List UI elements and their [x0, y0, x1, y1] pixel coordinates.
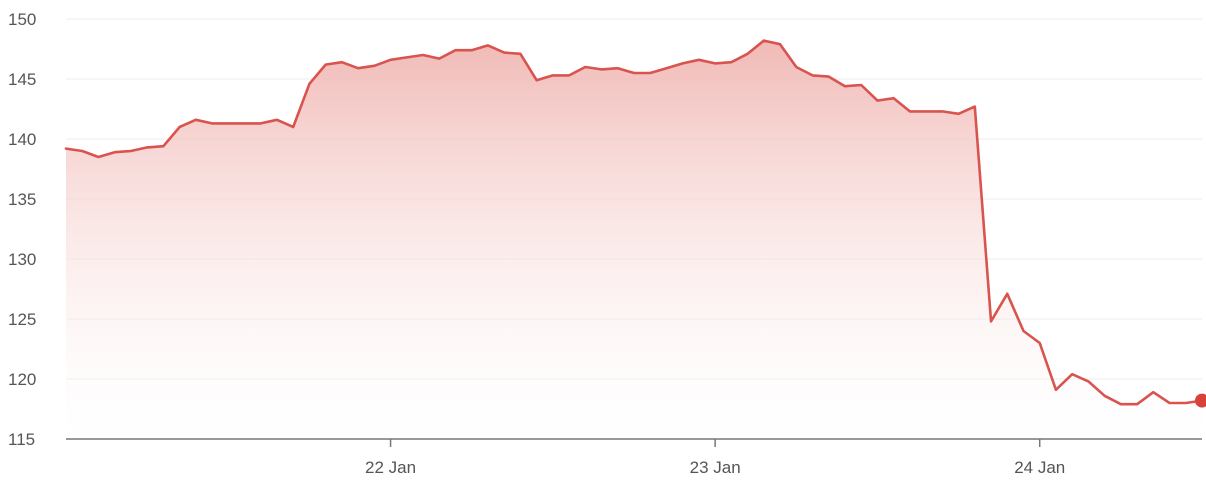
series-line: [64, 39, 1204, 406]
y-tick-label: 115: [8, 430, 35, 449]
axes: [66, 438, 1202, 447]
y-tick-label: 125: [8, 310, 36, 329]
x-tick-label: 23 Jan: [690, 458, 741, 477]
y-tick-label: 135: [8, 190, 36, 209]
series-area: [66, 40, 1202, 439]
series-line-layer: [64, 39, 1204, 406]
area-fill-layer: [66, 40, 1202, 439]
y-tick-labels: 115 120 125 130 135 140 145 150: [8, 10, 36, 449]
y-tick-label: 120: [8, 370, 36, 389]
y-tick-label: 130: [8, 250, 36, 269]
last-point-marker: [1195, 393, 1206, 408]
y-tick-label: 140: [8, 130, 36, 149]
marker-layer: [1195, 393, 1206, 408]
y-tick-label: 150: [8, 10, 36, 29]
x-tick-label: 22 Jan: [365, 458, 416, 477]
y-tick-label: 145: [8, 70, 36, 89]
x-tick-label: 24 Jan: [1014, 458, 1065, 477]
